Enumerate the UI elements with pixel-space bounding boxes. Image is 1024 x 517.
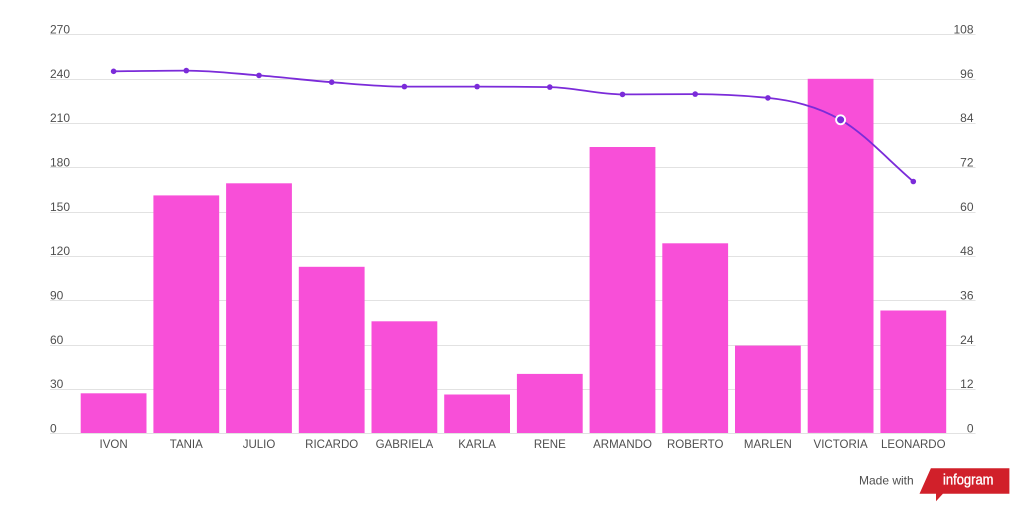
svg-text:108: 108	[953, 22, 973, 36]
svg-text:RENE: RENE	[534, 439, 566, 451]
svg-text:96: 96	[960, 67, 974, 81]
svg-text:GABRIELA: GABRIELA	[376, 439, 434, 451]
svg-text:210: 210	[50, 111, 70, 125]
svg-text:KARLA: KARLA	[458, 439, 496, 451]
svg-text:infogram: infogram	[943, 473, 994, 489]
svg-text:60: 60	[960, 200, 974, 214]
svg-text:240: 240	[50, 67, 70, 81]
svg-text:90: 90	[50, 288, 64, 302]
svg-text:36: 36	[960, 288, 974, 302]
svg-text:VICTORIA: VICTORIA	[814, 439, 868, 451]
svg-text:RICARDO: RICARDO	[305, 439, 358, 451]
svg-text:Made with: Made with	[859, 474, 914, 488]
svg-text:180: 180	[50, 155, 70, 169]
svg-text:LEONARDO: LEONARDO	[881, 439, 946, 451]
svg-text:12: 12	[960, 377, 974, 391]
svg-text:84: 84	[960, 111, 974, 125]
svg-text:48: 48	[960, 244, 974, 258]
svg-text:ROBERTO: ROBERTO	[667, 439, 724, 451]
svg-text:24: 24	[960, 333, 974, 347]
svg-text:120: 120	[50, 244, 70, 258]
svg-text:72: 72	[960, 155, 974, 169]
svg-text:0: 0	[967, 421, 974, 435]
svg-text:JULIO: JULIO	[243, 439, 276, 451]
svg-text:0: 0	[50, 421, 57, 435]
svg-text:IVON: IVON	[100, 439, 128, 451]
svg-text:60: 60	[50, 333, 64, 347]
svg-text:MARLEN: MARLEN	[744, 439, 792, 451]
svg-text:TANIA: TANIA	[170, 439, 203, 451]
svg-text:30: 30	[50, 377, 64, 391]
svg-text:150: 150	[50, 200, 70, 214]
svg-text:270: 270	[50, 22, 70, 36]
svg-text:ARMANDO: ARMANDO	[593, 439, 652, 451]
